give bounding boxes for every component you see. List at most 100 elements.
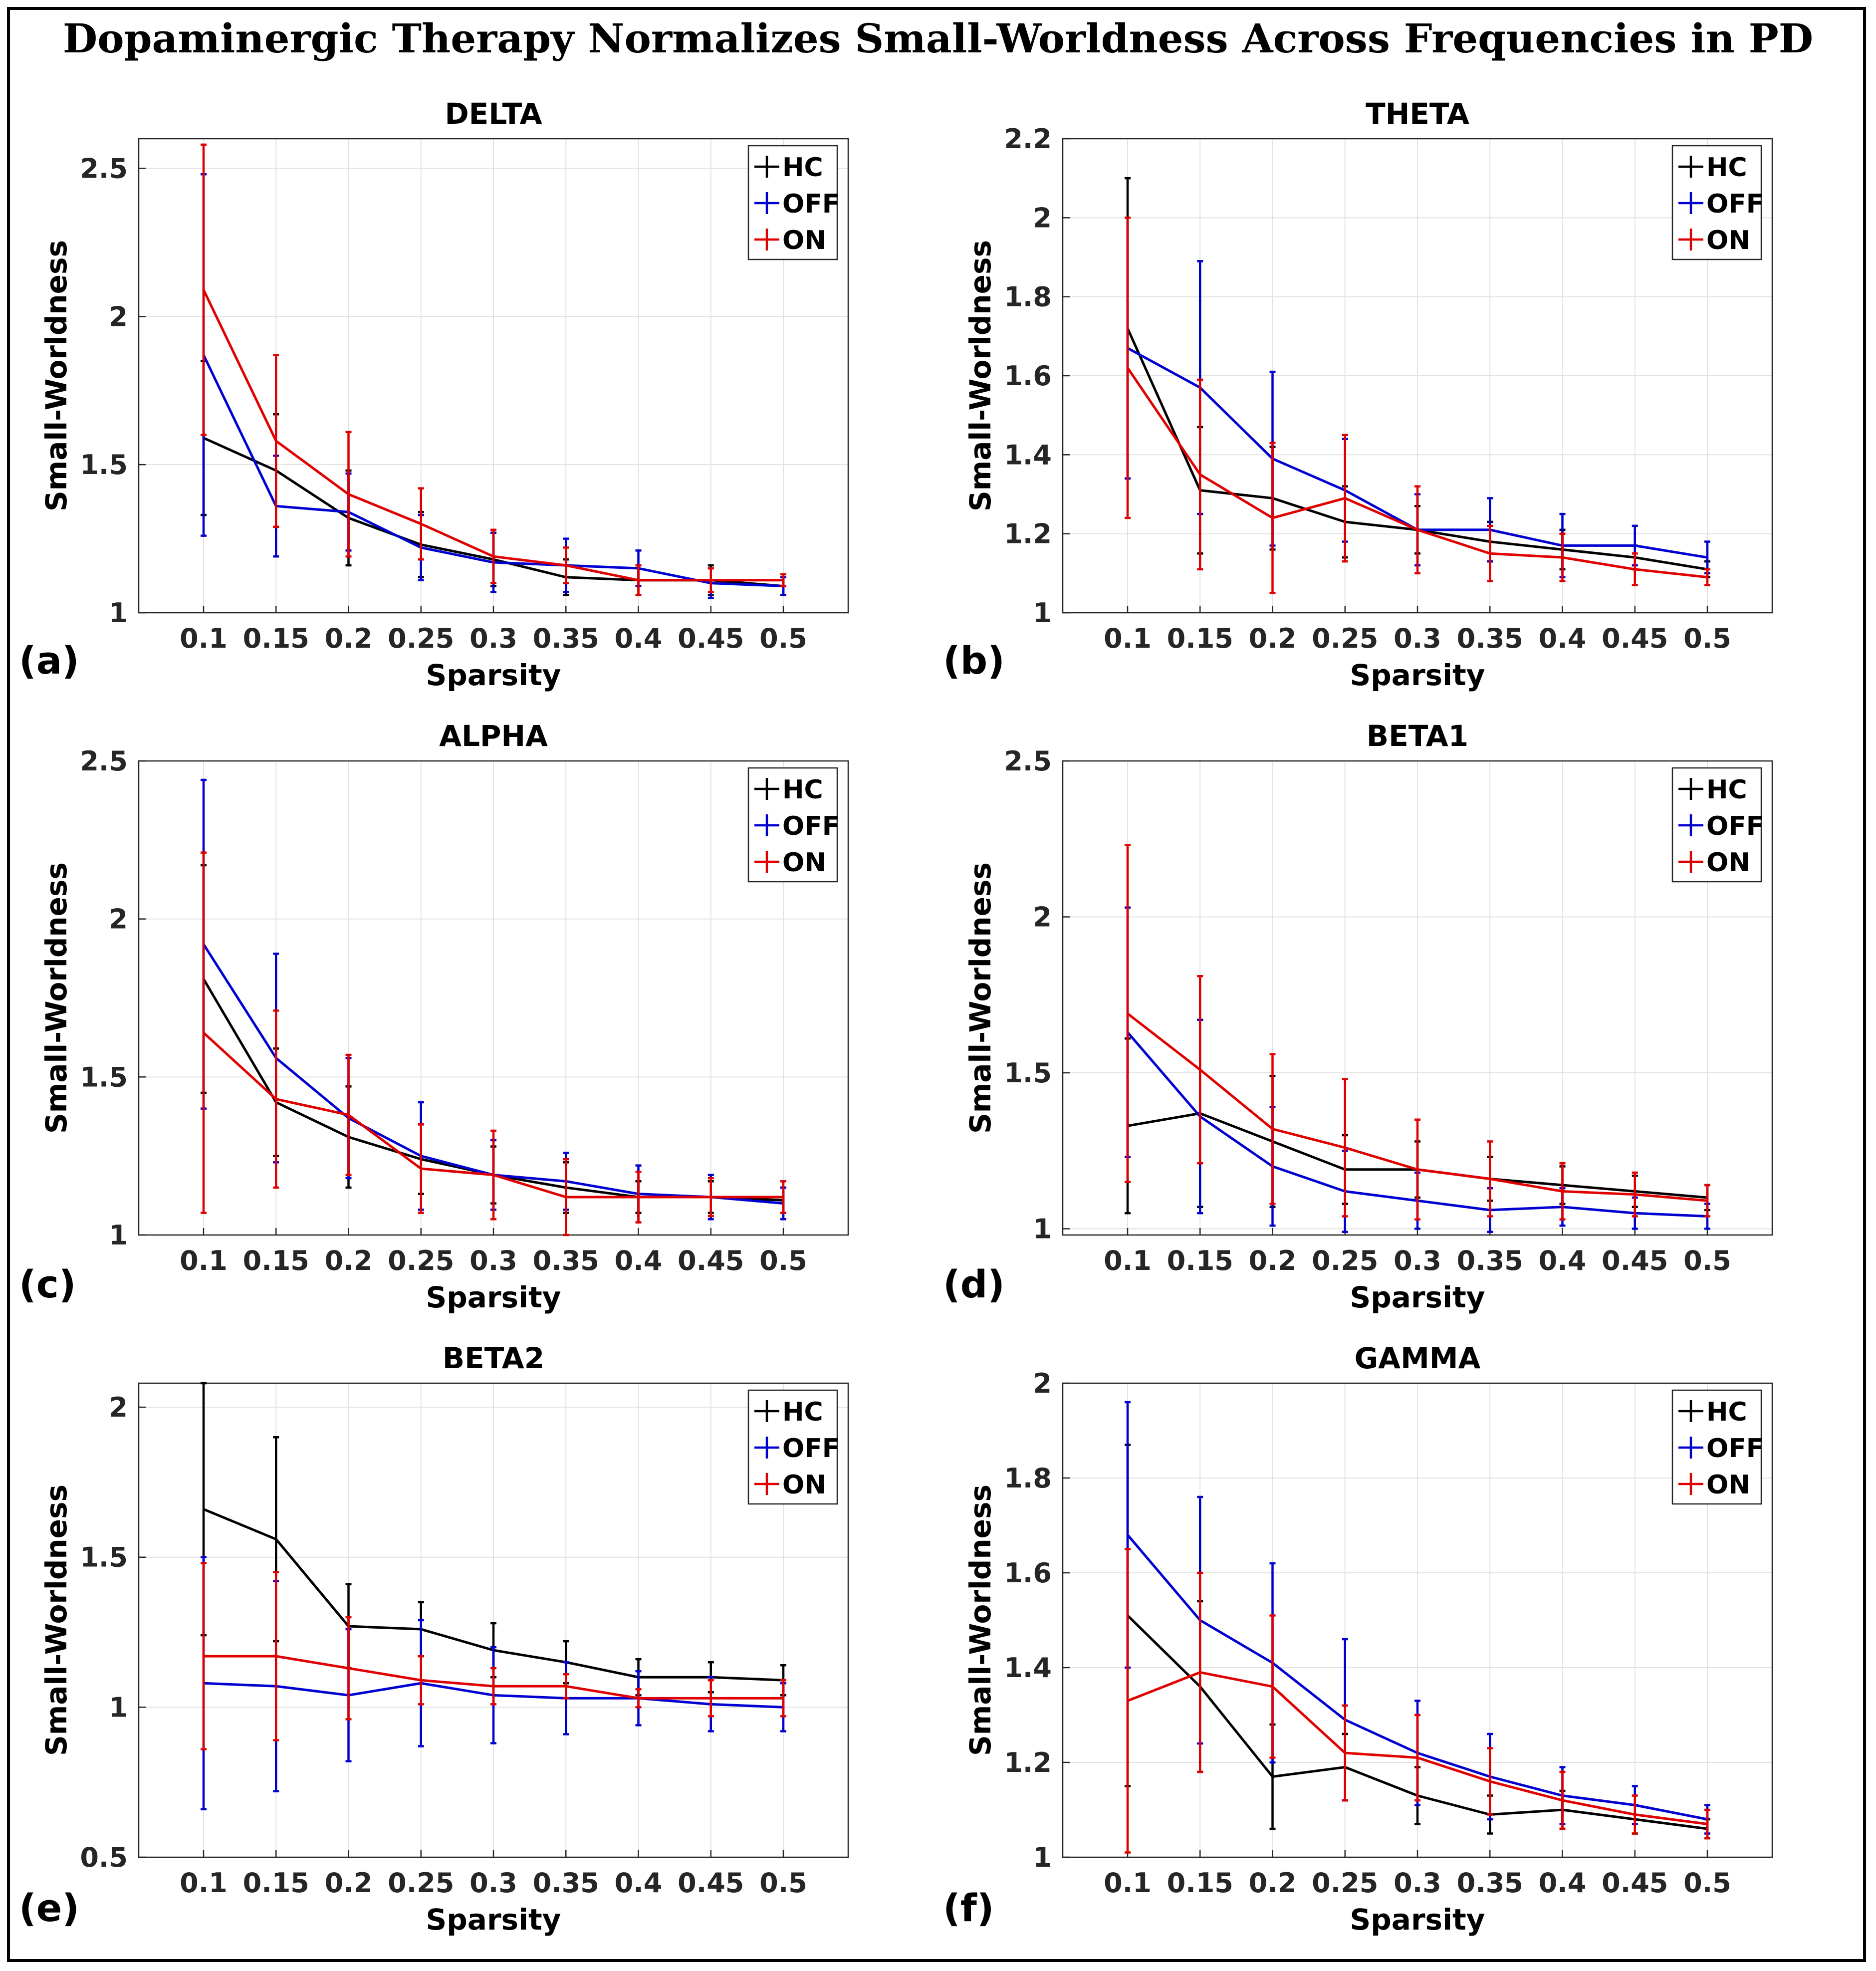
panel-delta: 0.1 0.15 0.2 0.25 0.3 0.35 0.4 0.45 0.5 1 1.5 2 2.5 D… [19, 97, 849, 692]
series-on [1125, 217, 1710, 594]
x-tick-label: 0.4 [615, 1245, 663, 1276]
y-tick-label: 1.2 [1004, 518, 1052, 550]
x-tick-label: 0.3 [469, 1245, 517, 1276]
figure-frame [7, 7, 1866, 1962]
y-tick-label: 1.5 [80, 1542, 128, 1573]
legend-label: HC [782, 1397, 823, 1427]
panel-label: (b) [943, 638, 1005, 683]
legend-label: OFF [782, 1434, 840, 1464]
x-tick-label: 0.25 [388, 1867, 454, 1899]
legend-label: ON [782, 226, 826, 255]
x-tick-label: 0.3 [1394, 623, 1441, 654]
x-tick-label: 0.5 [759, 1867, 807, 1899]
x-tick-label: 0.25 [1312, 623, 1378, 654]
x-tick-label: 0.35 [533, 1867, 599, 1899]
x-tick-label: 0.15 [1167, 1867, 1233, 1899]
series-on [1125, 1548, 1710, 1854]
figure-title: Dopaminergic Therapy Normalizes Small-Wo… [62, 15, 1814, 62]
series-line [1127, 1671, 1708, 1825]
x-tick-label: 0.1 [180, 1867, 228, 1899]
x-tick-label: 0.15 [1167, 1245, 1233, 1276]
x-tick-label: 0.15 [243, 1245, 309, 1276]
x-tick-label: 0.2 [1249, 1867, 1297, 1899]
panel-label: (a) [19, 638, 79, 683]
y-tick-label: 1 [1033, 1842, 1052, 1873]
legend: HC OFF ON [747, 1389, 840, 1505]
y-axis-label: Small-Worldness [39, 862, 73, 1134]
y-tick-label: 1.2 [1004, 1747, 1052, 1778]
x-tick-label: 0.1 [1104, 1245, 1152, 1276]
x-axis-label: Sparsity [426, 1280, 561, 1314]
series-line [203, 1031, 783, 1199]
legend-label: HC [782, 153, 823, 183]
legend-label: ON [1706, 226, 1750, 255]
y-tick-label: 1 [109, 1220, 128, 1251]
y-tick-label: 1 [109, 597, 128, 629]
x-tick-label: 0.2 [325, 623, 373, 654]
x-tick-label: 0.35 [533, 623, 599, 654]
legend-label: OFF [782, 811, 840, 841]
y-tick-label: 1.4 [1004, 1652, 1052, 1684]
y-tick-label: 2 [1033, 902, 1052, 933]
y-tick-label: 1.6 [1004, 360, 1052, 392]
panel-beta1: 0.1 0.15 0.2 0.25 0.3 0.35 0.4 0.45 0.5 1 1.5 2 2.5 B… [943, 719, 1773, 1314]
y-tick-label: 2 [1033, 1368, 1052, 1399]
y-tick-label: 1.5 [80, 1061, 128, 1093]
x-tick-label: 0.3 [469, 623, 517, 654]
y-tick-label: 1 [109, 1692, 128, 1723]
x-tick-label: 0.1 [180, 1245, 228, 1276]
x-tick-label: 0.3 [1394, 1245, 1441, 1276]
y-tick-label: 1.5 [80, 449, 128, 481]
panel-label: (f) [943, 1886, 994, 1930]
legend-label: OFF [1706, 811, 1764, 841]
x-tick-label: 0.45 [1602, 1867, 1668, 1899]
x-tick-label: 0.2 [1249, 623, 1297, 654]
series-on [1125, 844, 1710, 1221]
x-tick-label: 0.4 [1539, 1867, 1587, 1899]
x-tick-label: 0.4 [1539, 1245, 1587, 1276]
legend-label: HC [1706, 1397, 1747, 1427]
x-tick-label: 0.5 [1683, 623, 1731, 654]
x-tick-label: 0.35 [1457, 1867, 1523, 1899]
y-tick-label: 2.5 [1004, 745, 1052, 777]
x-tick-label: 0.5 [759, 623, 807, 654]
panel-theta: 0.1 0.15 0.2 0.25 0.3 0.35 0.4 0.45 0.5 1 1.2 1.4 1.… [943, 97, 1773, 692]
x-tick-label: 0.1 [1104, 1867, 1152, 1899]
x-tick-label: 0.35 [533, 1245, 599, 1276]
series-line [202, 289, 783, 582]
legend: HC OFF ON [1671, 767, 1764, 883]
panel-gamma: 0.1 0.15 0.2 0.25 0.3 0.35 0.4 0.45 0.5 1 1.2 1.4 1.… [943, 1341, 1773, 1937]
legend-label: OFF [1706, 189, 1764, 219]
panel-label: (d) [943, 1262, 1005, 1306]
y-tick-label: 0.5 [80, 1842, 128, 1873]
legend: HC OFF ON [747, 767, 840, 883]
legend-label: ON [782, 848, 826, 878]
x-tick-label: 0.35 [1457, 1245, 1523, 1276]
series-line [1126, 367, 1708, 579]
y-tick-label: 1.5 [1004, 1057, 1052, 1089]
panel-title: DELTA [445, 97, 542, 131]
series-on [201, 851, 786, 1236]
panel-title: ALPHA [439, 719, 548, 753]
y-tick-label: 1.6 [1004, 1557, 1052, 1589]
x-tick-label: 0.25 [1312, 1867, 1378, 1899]
x-tick-label: 0.2 [325, 1245, 373, 1276]
series-line [1127, 1012, 1708, 1202]
x-tick-label: 0.45 [1602, 1245, 1668, 1276]
y-axis-label: Small-Worldness [963, 1484, 997, 1756]
x-tick-label: 0.5 [1683, 1245, 1731, 1276]
legend-label: HC [1706, 153, 1747, 183]
panel-title: GAMMA [1355, 1341, 1481, 1375]
x-axis-label: Sparsity [426, 658, 561, 692]
series-line [204, 1655, 783, 1700]
series-on [201, 143, 786, 596]
panel-label: (c) [19, 1262, 76, 1306]
panel-alpha: 0.1 0.15 0.2 0.25 0.3 0.35 0.4 0.45 0.5 1 1.5 2 2.5 A… [19, 719, 849, 1314]
x-tick-label: 0.45 [678, 1245, 744, 1276]
legend-label: ON [1706, 1470, 1750, 1500]
x-tick-label: 0.2 [325, 1867, 373, 1899]
x-tick-label: 0.4 [615, 623, 663, 654]
panel-title: THETA [1366, 97, 1469, 131]
x-axis-label: Sparsity [1350, 658, 1485, 692]
